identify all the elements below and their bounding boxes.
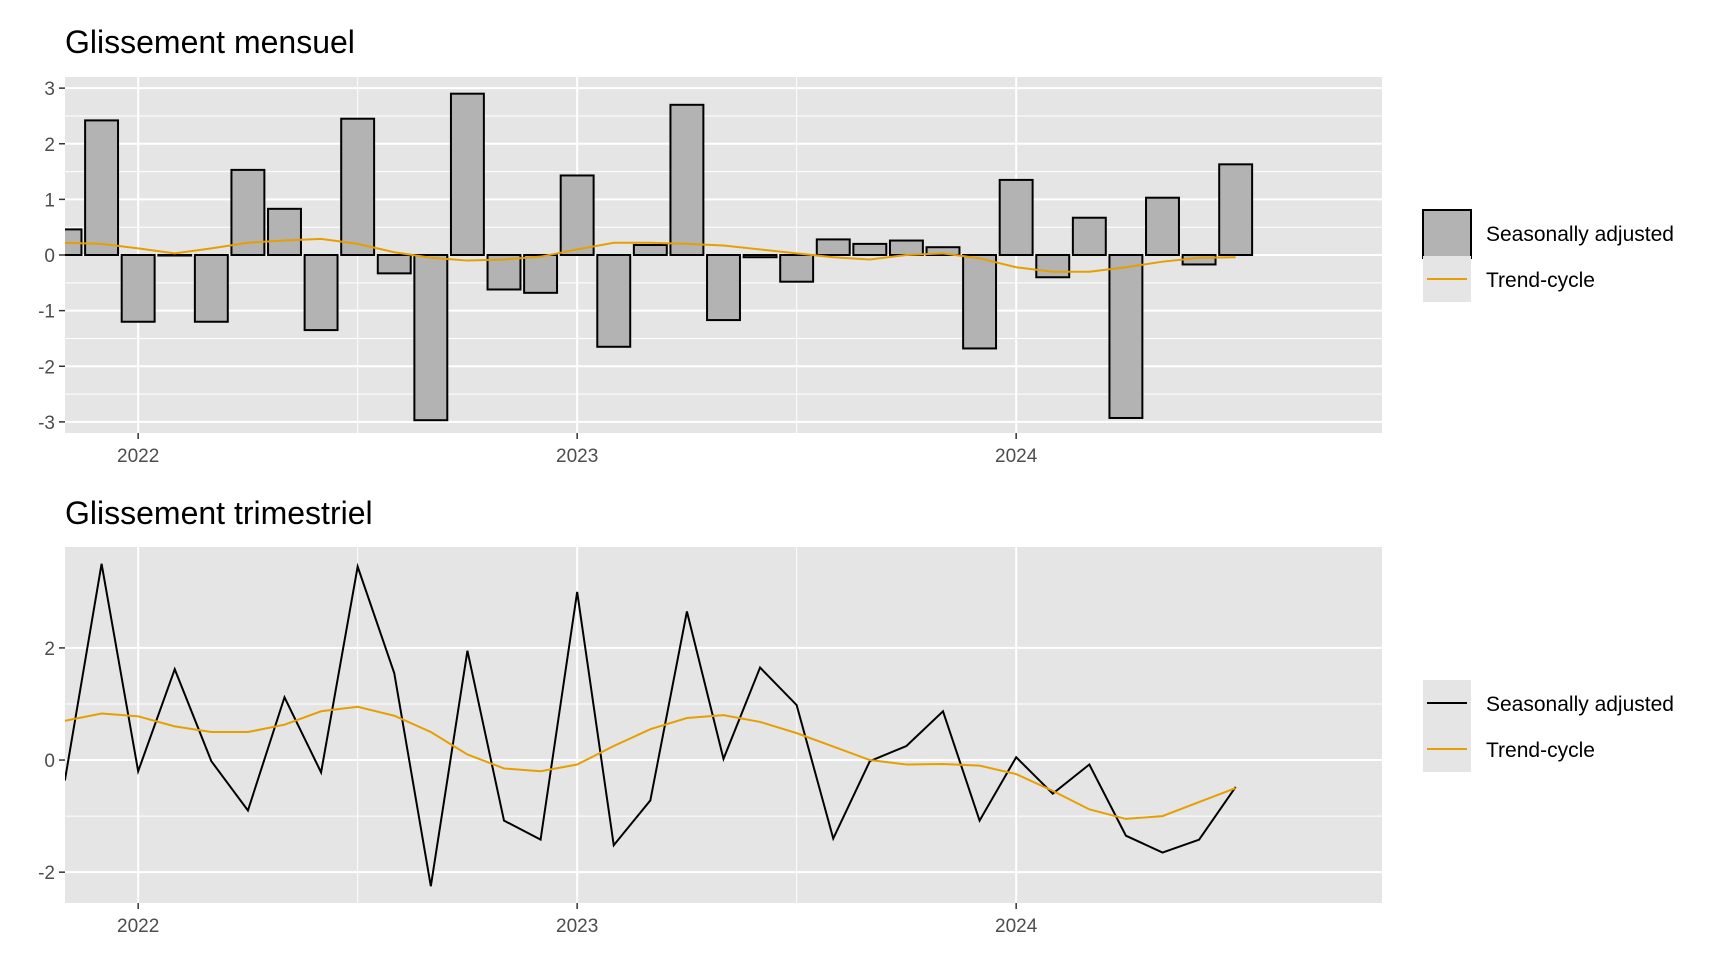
bar-seasonally-adjusted [779, 254, 815, 283]
bar-seasonally-adjusted [267, 207, 302, 256]
x-tick-label: 2022 [117, 446, 159, 467]
y-tick-label: 1 [44, 190, 55, 211]
monthly-y-axis: 3 2 1 0 -1 -2 -3 [38, 79, 65, 434]
legend-key-bar [1422, 209, 1472, 259]
x-tick-label: 2024 [995, 446, 1038, 467]
bar-seasonally-adjusted [340, 117, 376, 256]
quarterly-x-axis: 2022 2023 2024 [117, 903, 1038, 937]
bar-seasonally-adjusted [1071, 216, 1107, 256]
bar-seasonally-adjusted [413, 254, 449, 422]
monthly-chart-title: Glissement mensuel [65, 24, 355, 60]
bar-seasonally-adjusted [815, 238, 851, 256]
quarterly-trend-cycle-line [65, 705, 1237, 820]
legend-label-trend-cycle: Trend-cycle [1486, 739, 1595, 762]
bar-seasonally-adjusted [742, 254, 778, 259]
monthly-x-axis: 2022 2023 2024 [117, 433, 1038, 467]
bar-seasonally-adjusted [1108, 254, 1144, 419]
y-tick-label: 0 [44, 246, 55, 267]
bar-seasonally-adjusted [157, 254, 193, 257]
quarterly-plot-panel [65, 547, 1382, 903]
x-tick-label: 2024 [995, 916, 1038, 937]
quarterly-y-axis: 2 0 -2 [38, 639, 65, 884]
x-tick-label: 2023 [556, 446, 598, 467]
monthly-trend-cycle-line [65, 237, 1236, 273]
bar-seasonally-adjusted [376, 254, 412, 275]
quarterly-seasonally-adjusted-line [65, 562, 1237, 887]
bar-seasonally-adjusted [193, 254, 229, 323]
bar-seasonally-adjusted [888, 239, 924, 256]
y-tick-label: -2 [38, 863, 55, 884]
bar-seasonally-adjusted [998, 178, 1034, 256]
legend-label-seasonally-adjusted: Seasonally adjusted [1486, 693, 1674, 716]
legend-label-trend-cycle: Trend-cycle [1486, 269, 1595, 292]
bar-seasonally-adjusted [449, 92, 485, 256]
bar-seasonally-adjusted [632, 243, 668, 257]
y-tick-label: -3 [38, 413, 55, 434]
y-tick-label: 3 [44, 79, 55, 100]
quarterly-chart: Glissement trimestriel 2 0 -2 2022 2023 2024… [38, 495, 1674, 937]
x-tick-label: 2022 [117, 916, 159, 937]
bar-seasonally-adjusted [230, 168, 266, 256]
bar-seasonally-adjusted [706, 254, 741, 322]
bar-seasonally-adjusted [120, 254, 156, 323]
bar-seasonally-adjusted [852, 242, 888, 257]
bar-seasonally-adjusted [523, 254, 559, 294]
bar-seasonally-adjusted [84, 119, 120, 256]
y-tick-label: -1 [38, 302, 55, 323]
y-tick-label: 0 [44, 751, 55, 772]
bar-seasonally-adjusted [669, 103, 705, 256]
quarterly-legend: Seasonally adjusted Trend-cycle [1423, 680, 1674, 772]
x-tick-label: 2023 [556, 916, 598, 937]
y-tick-label: 2 [44, 135, 55, 156]
y-tick-label: -2 [38, 357, 55, 378]
bar-seasonally-adjusted [1035, 254, 1071, 279]
bar-seasonally-adjusted [925, 246, 961, 257]
bar-seasonally-adjusted [962, 254, 998, 350]
quarterly-chart-title: Glissement trimestriel [65, 495, 373, 531]
bar-seasonally-adjusted [303, 254, 339, 332]
bar-seasonally-adjusted [559, 174, 595, 257]
bar-seasonally-adjusted [1145, 196, 1180, 257]
y-tick-label: 2 [44, 639, 55, 660]
bar-seasonally-adjusted [596, 254, 632, 348]
bar-seasonally-adjusted [1218, 163, 1254, 256]
monthly-legend: Seasonally adjusted Trend-cycle [1422, 209, 1674, 302]
legend-label-seasonally-adjusted: Seasonally adjusted [1486, 223, 1674, 246]
